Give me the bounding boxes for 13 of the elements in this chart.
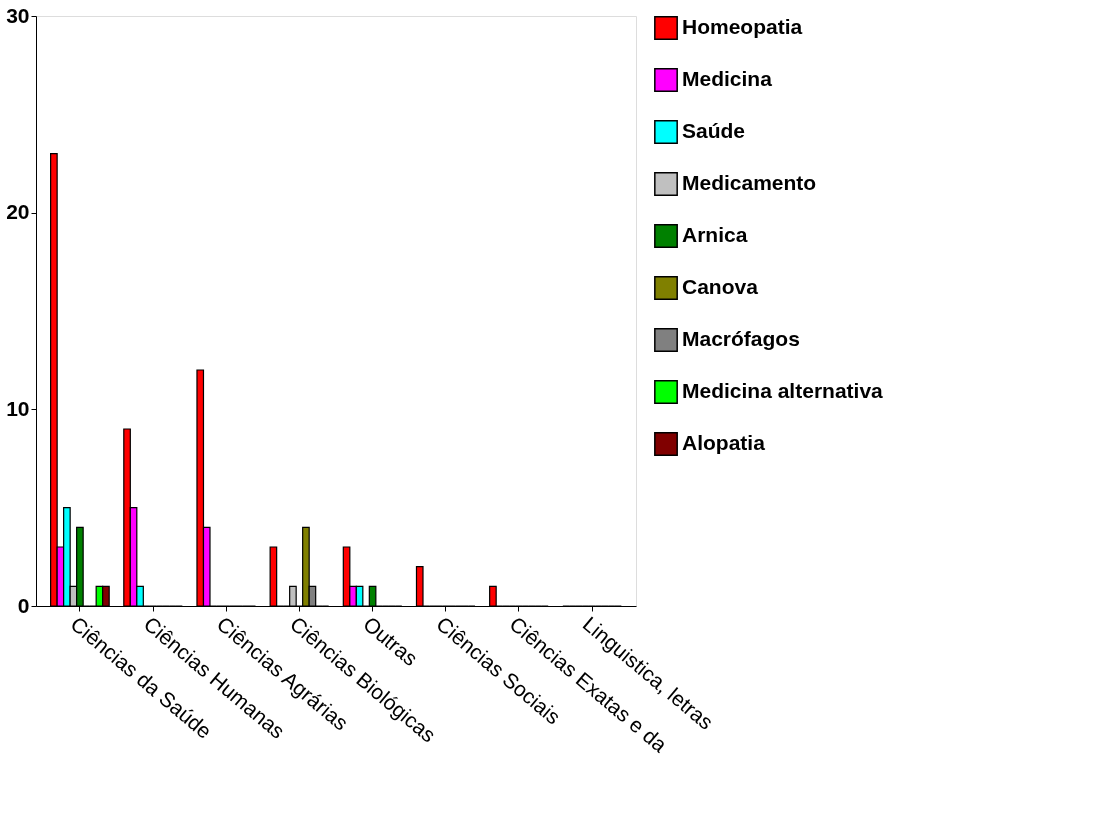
legend-label: Alopatia: [682, 431, 766, 454]
legend-label: Medicina: [682, 67, 773, 90]
y-tick-label: 10: [6, 396, 30, 420]
legend-label: Macrófagos: [682, 327, 800, 350]
legend-label: Medicamento: [682, 171, 817, 194]
y-tick-label: 0: [17, 593, 30, 617]
legend-label: Homeopatia: [682, 15, 803, 38]
legend-label: Medicina alternativa: [682, 379, 884, 402]
y-tick-label: 20: [6, 200, 30, 224]
y-tick-label: 30: [6, 3, 30, 27]
legend-label: Saúde: [682, 119, 746, 142]
legend-label: Canova: [682, 275, 759, 298]
legend-label: Arnica: [682, 223, 748, 246]
